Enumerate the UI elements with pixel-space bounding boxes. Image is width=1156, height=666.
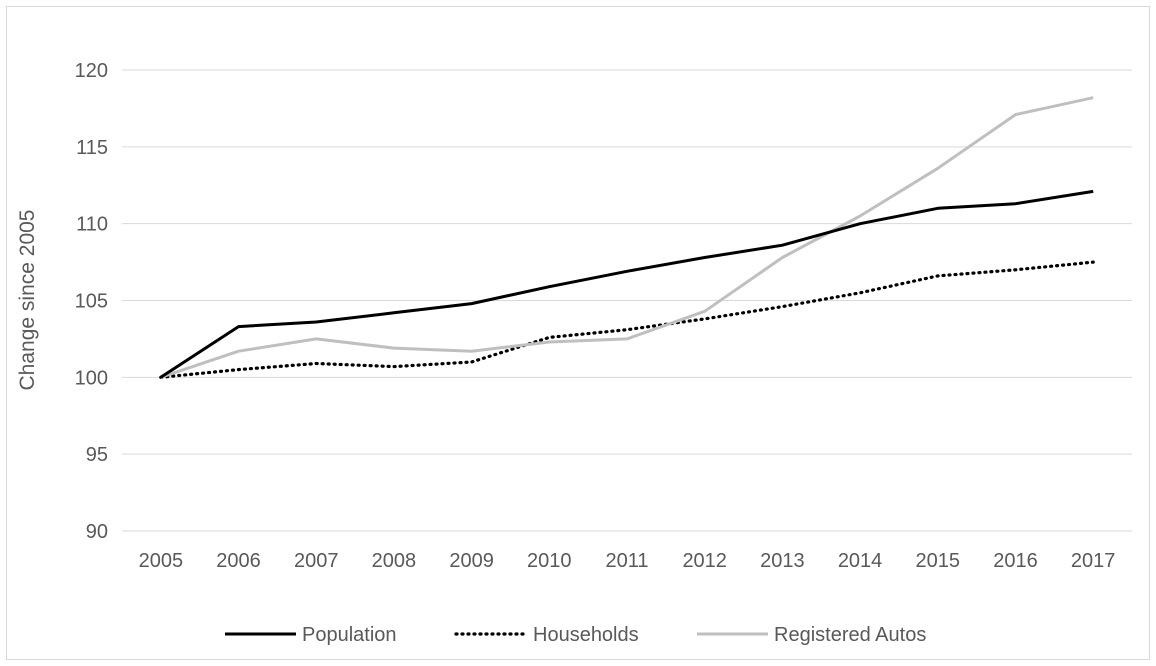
y-tick-label: 100 — [75, 367, 108, 389]
legend-label: Registered Autos — [774, 624, 926, 646]
gridlines — [122, 69, 1132, 532]
legend-label: Population — [302, 624, 397, 646]
x-tick-label: 2017 — [1071, 550, 1116, 572]
x-tick-label: 2016 — [993, 550, 1038, 572]
x-tick-label: 2014 — [838, 550, 883, 572]
y-tick-label: 95 — [86, 444, 108, 466]
x-tick-label: 2010 — [527, 550, 572, 572]
legend: Population Households Registered Autos — [225, 624, 926, 646]
x-tick-label: 2015 — [916, 550, 961, 572]
x-tick-label: 2006 — [216, 550, 261, 572]
legend-item-population: Population — [225, 624, 397, 646]
y-tick-label: 120 — [75, 60, 108, 82]
x-tick-label: 2009 — [449, 550, 494, 572]
x-tick-label: 2008 — [372, 550, 417, 572]
series-line-registered-autos — [160, 96, 1094, 379]
y-axis-title: Change since 2005 — [16, 210, 39, 391]
series-line-population — [159, 189, 1094, 379]
x-axis-ticks: 2005 2006 2007 2008 2009 2010 2011 2012 2013 2014… — [139, 550, 1116, 572]
series-line-households — [159, 260, 1095, 379]
x-tick-label: 2013 — [760, 550, 805, 572]
chart-frame — [6, 6, 1150, 660]
legend-item-registered-autos: Registered Autos — [697, 624, 926, 646]
x-tick-label: 2011 — [605, 550, 648, 572]
y-tick-label: 105 — [75, 291, 108, 313]
x-tick-label: 2005 — [139, 550, 184, 572]
y-tick-label: 110 — [76, 214, 108, 236]
legend-label: Households — [533, 624, 639, 646]
x-tick-label: 2012 — [682, 550, 727, 572]
y-tick-label: 115 — [76, 137, 108, 159]
series-lines — [159, 96, 1095, 379]
y-axis-ticks: 90 95 100 105 110 115 120 — [75, 60, 108, 543]
legend-item-households: Households — [454, 624, 639, 646]
x-tick-label: 2007 — [294, 550, 339, 572]
y-tick-label: 90 — [86, 521, 108, 543]
